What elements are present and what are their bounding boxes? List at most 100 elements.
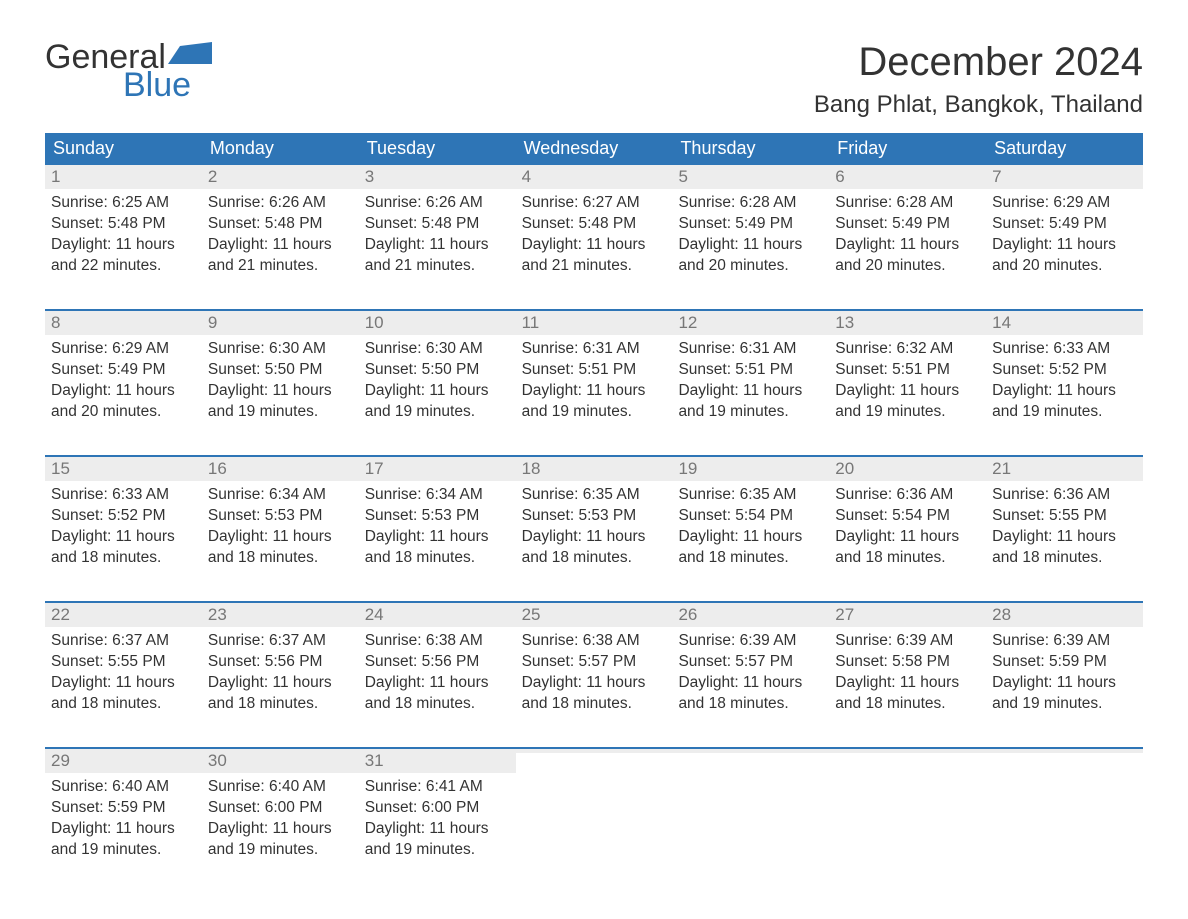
day-body: Sunrise: 6:40 AMSunset: 5:59 PMDaylight:… [45,773,202,865]
day-d1: Daylight: 11 hours [51,381,196,402]
day-d1: Daylight: 11 hours [992,527,1137,548]
day-d2: and 21 minutes. [365,256,510,277]
day-sunset: Sunset: 5:57 PM [678,652,823,673]
day-d2: and 21 minutes. [522,256,667,277]
weekday-header: Monday [202,133,359,165]
calendar-day [986,749,1143,879]
day-sunrise: Sunrise: 6:39 AM [678,631,823,652]
weekday-header-row: SundayMondayTuesdayWednesdayThursdayFrid… [45,133,1143,165]
calendar-day: 7 Sunrise: 6:29 AMSunset: 5:49 PMDaylight… [986,165,1143,295]
day-d2: and 18 minutes. [365,548,510,569]
calendar-day: 10Sunrise: 6:30 AMSunset: 5:50 PMDayligh… [359,311,516,441]
day-number-row: 27 [829,603,986,627]
day-sunset: Sunset: 5:51 PM [522,360,667,381]
day-d1: Daylight: 11 hours [992,673,1137,694]
day-number-row: 11 [516,311,673,335]
day-body: Sunrise: 6:37 AMSunset: 5:55 PMDaylight:… [45,627,202,719]
day-number: 13 [835,313,854,332]
day-number: 26 [678,605,697,624]
day-number: 9 [208,313,217,332]
day-sunset: Sunset: 5:48 PM [522,214,667,235]
day-number-row: 15 [45,457,202,481]
day-sunrise: Sunrise: 6:27 AM [522,193,667,214]
day-sunrise: Sunrise: 6:26 AM [365,193,510,214]
day-sunrise: Sunrise: 6:31 AM [678,339,823,360]
day-d1: Daylight: 11 hours [678,235,823,256]
day-sunset: Sunset: 5:51 PM [678,360,823,381]
day-number: 31 [365,751,384,770]
day-d2: and 18 minutes. [522,548,667,569]
day-d1: Daylight: 11 hours [678,381,823,402]
day-sunrise: Sunrise: 6:35 AM [678,485,823,506]
day-sunrise: Sunrise: 6:35 AM [522,485,667,506]
day-sunset: Sunset: 5:52 PM [51,506,196,527]
day-sunset: Sunset: 5:49 PM [992,214,1137,235]
day-sunset: Sunset: 5:54 PM [835,506,980,527]
day-sunrise: Sunrise: 6:34 AM [208,485,353,506]
calendar-week: 15Sunrise: 6:33 AMSunset: 5:52 PMDayligh… [45,455,1143,587]
day-number-row: 19 [672,457,829,481]
calendar-day: 29Sunrise: 6:40 AMSunset: 5:59 PMDayligh… [45,749,202,879]
day-d1: Daylight: 11 hours [365,527,510,548]
day-sunrise: Sunrise: 6:30 AM [365,339,510,360]
day-sunset: Sunset: 5:50 PM [208,360,353,381]
day-number-row [516,749,673,753]
day-sunset: Sunset: 5:50 PM [365,360,510,381]
day-number-row: 1 [45,165,202,189]
day-number-row: 9 [202,311,359,335]
day-d1: Daylight: 11 hours [835,673,980,694]
day-sunset: Sunset: 5:49 PM [835,214,980,235]
title-block: December 2024 Bang Phlat, Bangkok, Thail… [814,40,1143,119]
day-body: Sunrise: 6:30 AMSunset: 5:50 PMDaylight:… [202,335,359,427]
day-number-row: 26 [672,603,829,627]
calendar-day: 31 Sunrise: 6:41 AMSunset: 6:00 PMDayligh… [359,749,516,879]
day-sunset: Sunset: 5:52 PM [992,360,1137,381]
day-sunset: Sunset: 5:53 PM [522,506,667,527]
day-sunrise: Sunrise: 6:34 AM [365,485,510,506]
day-number: 3 [365,167,374,186]
day-number-row: 2 [202,165,359,189]
calendar-day [516,749,673,879]
flag-icon [168,42,212,68]
day-d1: Daylight: 11 hours [992,235,1137,256]
day-body: Sunrise: 6:29 AMSunset: 5:49 PMDaylight:… [986,189,1143,281]
day-d2: and 19 minutes. [992,402,1137,423]
day-number-row: 21 [986,457,1143,481]
calendar-day: 8Sunrise: 6:29 AMSunset: 5:49 PMDaylight… [45,311,202,441]
day-d1: Daylight: 11 hours [678,527,823,548]
day-number: 17 [365,459,384,478]
day-body: Sunrise: 6:38 AMSunset: 5:57 PMDaylight:… [516,627,673,719]
day-body: Sunrise: 6:31 AMSunset: 5:51 PMDaylight:… [516,335,673,427]
day-number: 7 [992,167,1001,186]
day-d1: Daylight: 11 hours [365,381,510,402]
day-d2: and 18 minutes. [835,694,980,715]
day-number: 1 [51,167,60,186]
day-number: 8 [51,313,60,332]
day-body: Sunrise: 6:33 AMSunset: 5:52 PMDaylight:… [986,335,1143,427]
calendar-day: 22Sunrise: 6:37 AMSunset: 5:55 PMDayligh… [45,603,202,733]
day-sunset: Sunset: 5:49 PM [678,214,823,235]
day-body: Sunrise: 6:41 AMSunset: 6:00 PMDaylight:… [359,773,516,865]
day-number: 28 [992,605,1011,624]
day-body: Sunrise: 6:39 AMSunset: 5:58 PMDaylight:… [829,627,986,719]
day-sunrise: Sunrise: 6:37 AM [208,631,353,652]
day-number-row: 28 [986,603,1143,627]
day-number-row: 3 [359,165,516,189]
calendar-day: 17Sunrise: 6:34 AMSunset: 5:53 PMDayligh… [359,457,516,587]
day-d2: and 18 minutes. [522,694,667,715]
day-d1: Daylight: 11 hours [365,235,510,256]
day-body: Sunrise: 6:28 AMSunset: 5:49 PMDaylight:… [829,189,986,281]
day-body: Sunrise: 6:32 AMSunset: 5:51 PMDaylight:… [829,335,986,427]
day-sunrise: Sunrise: 6:38 AM [522,631,667,652]
day-sunrise: Sunrise: 6:31 AM [522,339,667,360]
brand-word2: Blue [123,68,212,102]
day-number: 11 [522,313,540,332]
calendar-day: 14Sunrise: 6:33 AMSunset: 5:52 PMDayligh… [986,311,1143,441]
day-sunrise: Sunrise: 6:36 AM [992,485,1137,506]
calendar-day: 2Sunrise: 6:26 AMSunset: 5:48 PMDaylight… [202,165,359,295]
day-sunset: Sunset: 5:58 PM [835,652,980,673]
day-d2: and 20 minutes. [678,256,823,277]
day-d1: Daylight: 11 hours [208,673,353,694]
calendar-day: 11 Sunrise: 6:31 AMSunset: 5:51 PMDayligh… [516,311,673,441]
day-d1: Daylight: 11 hours [51,527,196,548]
